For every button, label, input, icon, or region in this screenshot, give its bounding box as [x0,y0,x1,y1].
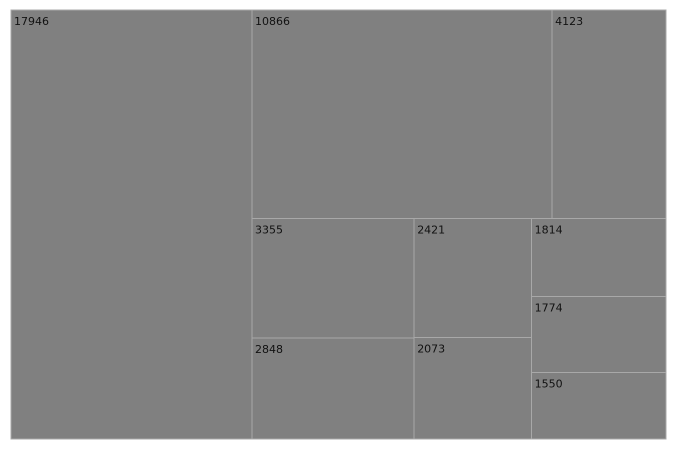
treemap-tile [413,218,533,338]
treemap-tile-label: 1774 [535,301,563,314]
treemap-tile [251,218,415,339]
treemap-tile [531,295,667,374]
treemap-tile-label: 2848 [255,343,283,356]
treemap-tile [251,337,415,440]
treemap-tile-label: 4123 [555,15,583,28]
treemap-tile [551,9,667,220]
treemap-tile [413,336,533,440]
treemap-tile [10,9,253,440]
treemap-tile [251,9,553,220]
treemap-tile-label: 2421 [417,224,445,237]
treemap-tile [531,372,667,440]
treemap-tile [531,218,667,297]
treemap-tile-label: 10866 [255,15,290,28]
treemap-tile-label: 2073 [417,342,445,355]
treemap-tile-label: 3355 [255,224,283,237]
treemap-tile-label: 17946 [14,15,49,28]
treemap-tile-label: 1814 [535,224,563,237]
treemap-tile-label: 1550 [535,378,563,391]
treemap-tiles [10,9,667,440]
treemap-labels: 17946 10866 4123 3355 2848 2421 2073 1814 1774 15… [14,15,583,391]
